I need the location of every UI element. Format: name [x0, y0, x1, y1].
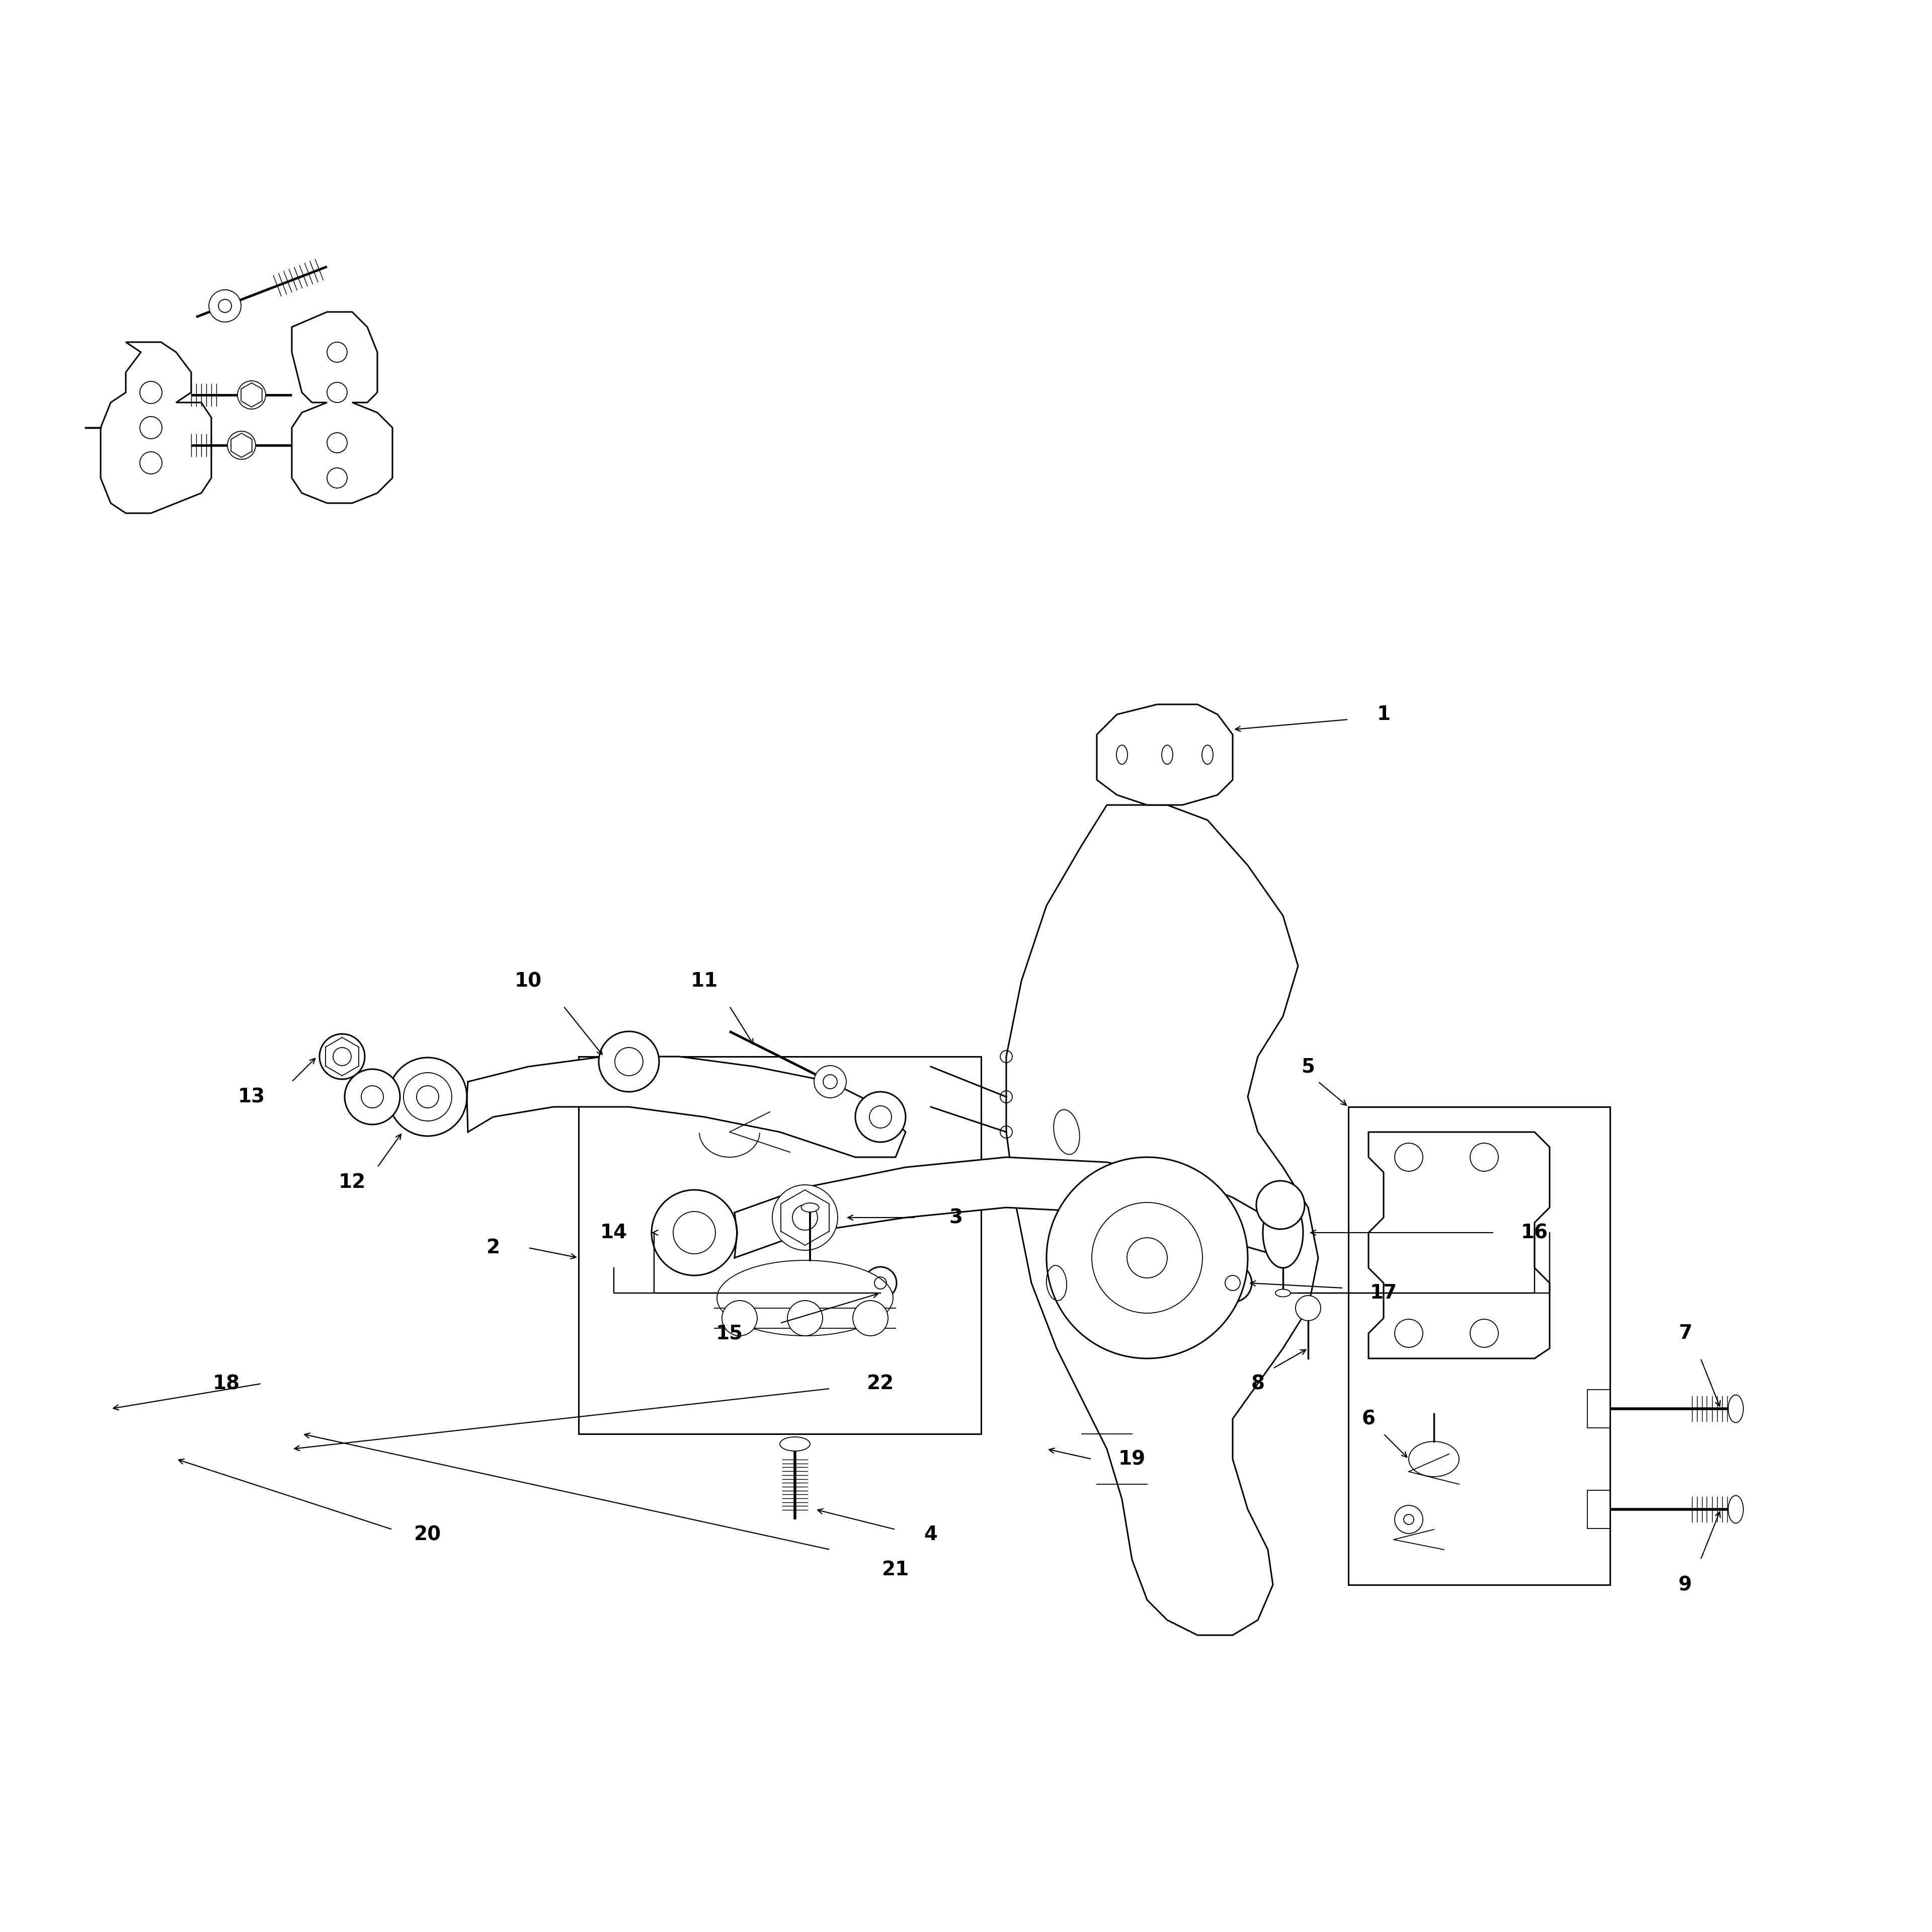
Text: 20: 20 — [413, 1524, 440, 1544]
Text: 9: 9 — [1679, 1575, 1692, 1594]
Circle shape — [864, 1267, 896, 1298]
Ellipse shape — [717, 1260, 893, 1335]
Circle shape — [1296, 1296, 1321, 1321]
Text: 2: 2 — [487, 1238, 500, 1258]
Circle shape — [1256, 1180, 1304, 1229]
Text: 15: 15 — [717, 1323, 744, 1343]
Circle shape — [1047, 1157, 1248, 1358]
Circle shape — [209, 290, 242, 323]
Circle shape — [404, 1072, 452, 1121]
Ellipse shape — [802, 1204, 819, 1211]
Circle shape — [238, 381, 267, 410]
Text: 14: 14 — [601, 1223, 628, 1242]
Circle shape — [1395, 1505, 1422, 1534]
Text: 16: 16 — [1520, 1223, 1548, 1242]
Circle shape — [651, 1190, 738, 1275]
Bar — [1588, 1490, 1609, 1528]
Text: 11: 11 — [692, 972, 719, 991]
Polygon shape — [100, 342, 211, 514]
Polygon shape — [1007, 806, 1318, 1634]
Circle shape — [599, 1032, 659, 1092]
Text: 18: 18 — [213, 1374, 240, 1393]
Circle shape — [388, 1057, 468, 1136]
Ellipse shape — [781, 1437, 810, 1451]
Text: 13: 13 — [238, 1088, 265, 1107]
Bar — [1349, 1107, 1609, 1584]
Circle shape — [1213, 1264, 1252, 1302]
Text: 10: 10 — [514, 972, 541, 991]
Bar — [578, 1057, 981, 1434]
Text: 6: 6 — [1362, 1408, 1376, 1428]
Text: 12: 12 — [338, 1173, 365, 1192]
Circle shape — [856, 1092, 906, 1142]
Circle shape — [319, 1034, 365, 1080]
Polygon shape — [468, 1057, 906, 1157]
Text: 7: 7 — [1679, 1323, 1692, 1343]
Polygon shape — [1097, 705, 1233, 806]
Text: 5: 5 — [1302, 1057, 1316, 1076]
Ellipse shape — [1729, 1495, 1743, 1522]
Bar — [1588, 1389, 1609, 1428]
Text: 19: 19 — [1119, 1449, 1146, 1468]
Text: 8: 8 — [1252, 1374, 1265, 1393]
Ellipse shape — [1408, 1441, 1459, 1476]
Text: 4: 4 — [923, 1524, 937, 1544]
Circle shape — [723, 1300, 757, 1335]
Ellipse shape — [1729, 1395, 1743, 1422]
Circle shape — [788, 1300, 823, 1335]
Text: 22: 22 — [867, 1374, 895, 1393]
Text: 1: 1 — [1378, 705, 1391, 725]
Text: 17: 17 — [1370, 1283, 1397, 1302]
Polygon shape — [734, 1157, 1283, 1258]
Circle shape — [852, 1300, 889, 1335]
Circle shape — [773, 1184, 838, 1250]
Polygon shape — [1368, 1132, 1549, 1358]
Text: 3: 3 — [949, 1208, 962, 1227]
Circle shape — [228, 431, 255, 460]
Ellipse shape — [1264, 1198, 1302, 1267]
Circle shape — [344, 1068, 400, 1124]
Circle shape — [813, 1066, 846, 1097]
Ellipse shape — [1275, 1289, 1291, 1296]
Text: 21: 21 — [881, 1561, 910, 1578]
Polygon shape — [292, 311, 392, 502]
